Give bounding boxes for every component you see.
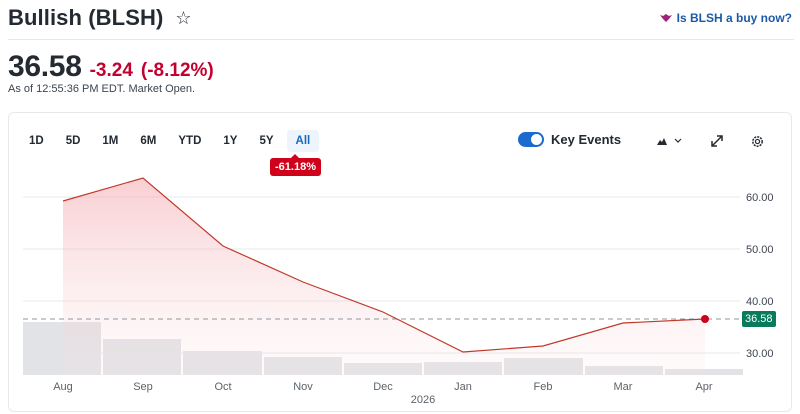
svg-text:Jan: Jan: [454, 381, 472, 393]
svg-text:Apr: Apr: [695, 381, 712, 393]
svg-text:40.00: 40.00: [746, 296, 774, 308]
page-title: Bullish (BLSH): [8, 5, 164, 30]
tab-all[interactable]: All: [286, 130, 320, 152]
tab-5y[interactable]: 5Y: [259, 135, 274, 147]
star-icon[interactable]: ☆: [175, 7, 192, 28]
range-tabs: 1D 5D 1M 6M YTD 1Y 5Y All: [20, 130, 323, 152]
divider: [8, 39, 794, 40]
tab-1m[interactable]: 1M: [102, 135, 119, 147]
buy-now-link[interactable]: Is BLSH a buy now?: [659, 11, 792, 25]
y-axis-labels: 60.00 50.00 40.00 30.00: [746, 192, 774, 360]
settings-button[interactable]: [750, 132, 765, 150]
svg-text:50.00: 50.00: [746, 244, 774, 256]
tab-5d[interactable]: 5D: [65, 135, 81, 147]
quote-row: 36.58 -3.24 (-8.12%): [8, 50, 214, 84]
price-change-percent: (-8.12%): [140, 60, 214, 81]
title-group: Bullish (BLSH) ☆: [8, 5, 192, 31]
expand-icon: [711, 135, 723, 147]
tab-1y[interactable]: 1Y: [223, 135, 238, 147]
svg-text:Sep: Sep: [133, 381, 153, 393]
svg-text:Aug: Aug: [53, 381, 73, 393]
key-events-label: Key Events: [551, 132, 622, 147]
price-line: [62, 177, 706, 353]
quote-timestamp: As of 12:55:36 PM EDT. Market Open.: [8, 83, 196, 95]
svg-text:Nov: Nov: [293, 381, 313, 393]
svg-text:Feb: Feb: [534, 381, 553, 393]
buy-now-label: Is BLSH a buy now?: [676, 11, 792, 25]
svg-text:Dec: Dec: [373, 381, 393, 393]
price-area: [63, 178, 705, 375]
chart-type-button[interactable]: [656, 132, 684, 150]
period-change-badge: -61.18%: [270, 154, 321, 176]
svg-text:60.00: 60.00: [746, 192, 774, 204]
sparkle-icon: [659, 14, 672, 22]
key-events-toggle[interactable]: [518, 132, 544, 147]
last-price-dot: [701, 315, 709, 323]
tab-1d[interactable]: 1D: [29, 135, 44, 147]
svg-text:2026: 2026: [411, 394, 435, 406]
mountain-chart-icon: [657, 138, 682, 145]
x-axis-labels: Aug Sep Oct Nov Dec Jan Feb Mar Apr 2026: [53, 381, 713, 406]
key-events-toggle-group: Key Events: [518, 132, 621, 147]
svg-text:Oct: Oct: [214, 381, 231, 393]
svg-text:30.00: 30.00: [746, 348, 774, 360]
tab-6m[interactable]: 6M: [140, 135, 157, 147]
price-change: -3.24: [89, 60, 133, 81]
fullscreen-button[interactable]: [710, 132, 724, 150]
tab-ytd[interactable]: YTD: [178, 135, 202, 147]
current-price: 36.58: [8, 50, 82, 83]
title-row: Bullish (BLSH) ☆ Is BLSH a buy now?: [8, 0, 794, 36]
current-price-tag: 36.58: [742, 311, 776, 327]
svg-text:Mar: Mar: [614, 381, 633, 393]
gear-icon: [752, 135, 763, 147]
